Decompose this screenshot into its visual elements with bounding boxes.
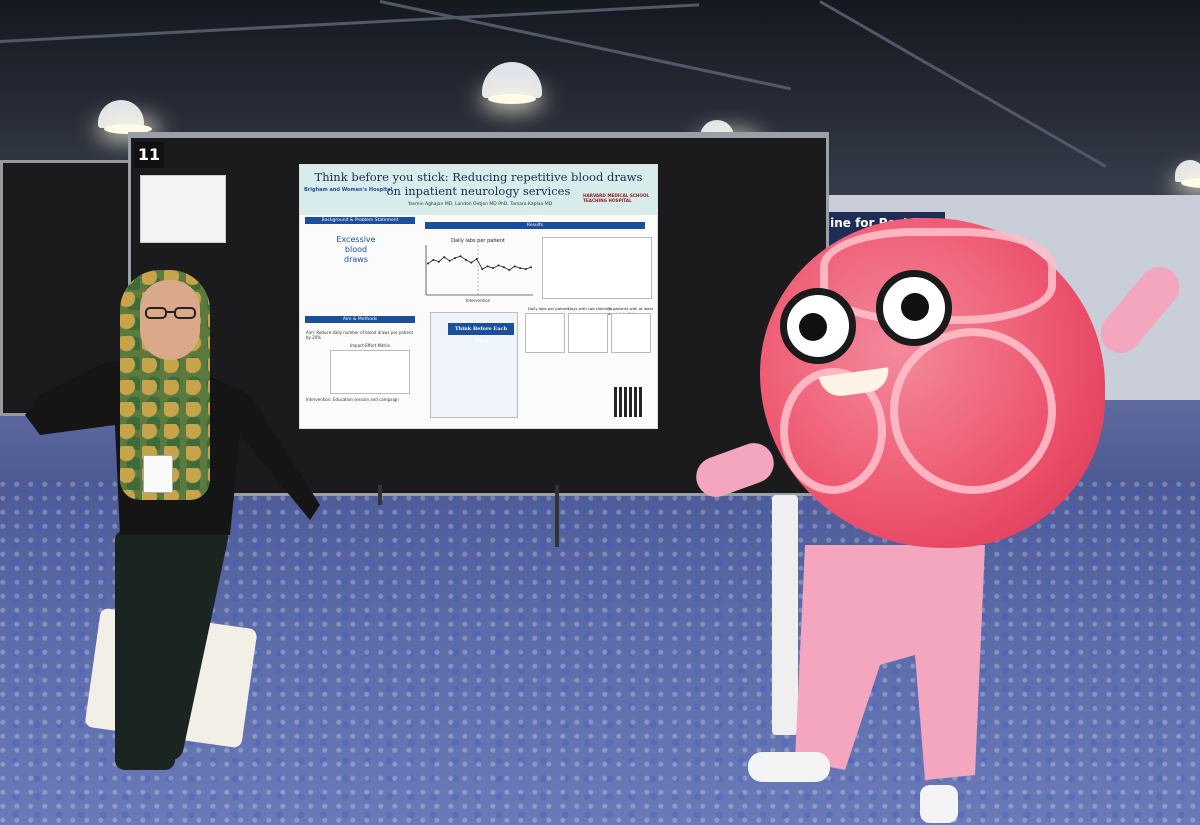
matrix-label: Impact-Effort Matrix bbox=[349, 343, 391, 348]
poster-institution-left: Brigham and Women's Hospital bbox=[304, 187, 393, 193]
ceiling-lamp bbox=[1175, 160, 1200, 188]
data-point bbox=[437, 260, 440, 263]
presenter-badge-sheet bbox=[140, 175, 226, 243]
board-leg bbox=[378, 485, 382, 505]
campaign-card-title: Think Before Each Stick bbox=[448, 323, 514, 344]
mascot-shoe bbox=[920, 785, 958, 823]
name-badge bbox=[143, 455, 173, 493]
data-point bbox=[497, 264, 500, 267]
data-point bbox=[427, 262, 429, 265]
brain-fold bbox=[780, 368, 886, 494]
data-point bbox=[492, 267, 495, 270]
poster-institution-right: HARVARD MEDICAL SCHOOL TEACHING HOSPITAL bbox=[583, 193, 650, 203]
section-results: Results bbox=[425, 222, 645, 229]
bar-panel bbox=[525, 313, 565, 353]
series-line bbox=[427, 255, 532, 271]
data-point bbox=[508, 269, 511, 271]
chart-title: Daily labs per patient bbox=[451, 238, 505, 244]
research-poster: Think before you stick: Reducing repetit… bbox=[299, 164, 658, 429]
mascot-eye-left bbox=[780, 288, 856, 364]
data-point bbox=[502, 266, 505, 269]
data-point bbox=[513, 265, 516, 268]
data-point bbox=[459, 255, 462, 258]
bar-panel bbox=[568, 313, 608, 353]
brain-fold bbox=[890, 328, 1056, 494]
data-point bbox=[519, 267, 522, 270]
data-point bbox=[464, 258, 467, 261]
brain-mascot bbox=[760, 218, 1105, 548]
excessive-blood-draws: Excessive blood draws bbox=[336, 235, 376, 264]
impact-effort-matrix bbox=[330, 350, 410, 394]
board-number: 11 bbox=[134, 142, 164, 168]
data-point bbox=[448, 259, 451, 262]
data-point bbox=[486, 265, 489, 268]
panel-label: Days with Lab Holidays bbox=[568, 306, 613, 311]
mascot-legs bbox=[795, 545, 985, 780]
intervention-text: Intervention: Education session and camp… bbox=[306, 397, 399, 402]
eyeglasses-icon bbox=[145, 307, 196, 319]
daily-labs-chart: Daily labs per patient Intervention bbox=[425, 238, 533, 303]
data-point bbox=[530, 266, 532, 269]
qr-code bbox=[614, 387, 644, 417]
poster-authors: Yasmin Aghajan MD, Landon Oetjen MD PhD,… bbox=[407, 202, 553, 207]
data-point bbox=[481, 268, 484, 271]
board-leg bbox=[555, 485, 559, 547]
mascot-shoe bbox=[748, 752, 830, 782]
section-background: Background & Problem Statement bbox=[305, 217, 415, 224]
chart-x-label: Intervention bbox=[466, 298, 491, 303]
results-table bbox=[542, 237, 652, 299]
data-point bbox=[524, 268, 527, 271]
data-point bbox=[475, 257, 478, 260]
data-point bbox=[443, 256, 446, 259]
mascot-eyes bbox=[780, 270, 970, 370]
aim-text: Aim: Reduce daily number of blood draws … bbox=[306, 330, 414, 340]
data-point bbox=[454, 257, 457, 260]
mascot-eye-right bbox=[876, 270, 952, 346]
section-aim: Aim & Methods bbox=[305, 316, 415, 323]
data-point bbox=[470, 261, 473, 264]
presenter-face bbox=[140, 280, 200, 360]
stand-pole bbox=[772, 495, 798, 735]
poster-title: Think before you stick: Reducing repetit… bbox=[314, 170, 643, 198]
bar-panel bbox=[611, 313, 651, 353]
poster-header bbox=[300, 165, 657, 215]
data-point bbox=[432, 258, 435, 261]
panel-label: Daily labs per patient bbox=[528, 306, 569, 311]
